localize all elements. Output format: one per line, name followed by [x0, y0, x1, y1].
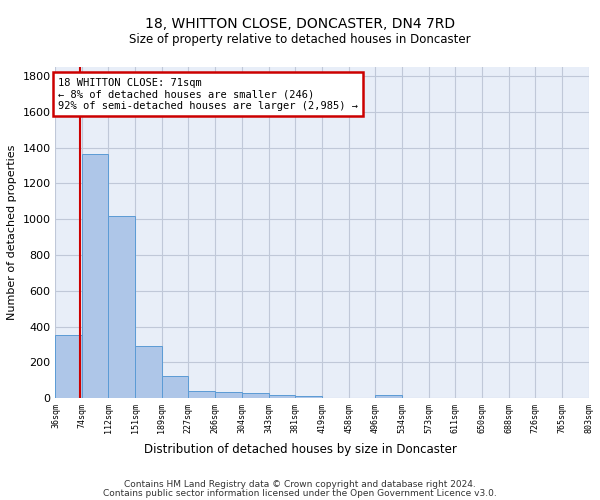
Bar [136, 346, 162, 398]
Bar [242, 393, 269, 398]
Text: Contains public sector information licensed under the Open Government Licence v3: Contains public sector information licen… [103, 489, 497, 498]
Bar [295, 396, 322, 398]
Text: Distribution of detached houses by size in Doncaster: Distribution of detached houses by size … [143, 442, 457, 456]
Bar [375, 394, 401, 398]
Text: 18 WHITTON CLOSE: 71sqm
← 8% of detached houses are smaller (246)
92% of semi-de: 18 WHITTON CLOSE: 71sqm ← 8% of detached… [58, 78, 358, 111]
Bar [82, 154, 109, 398]
Bar [162, 376, 188, 398]
Bar [269, 394, 295, 398]
Bar [109, 216, 136, 398]
Bar [188, 391, 215, 398]
Text: Contains HM Land Registry data © Crown copyright and database right 2024.: Contains HM Land Registry data © Crown c… [124, 480, 476, 489]
Text: Size of property relative to detached houses in Doncaster: Size of property relative to detached ho… [129, 32, 471, 46]
Text: 18, WHITTON CLOSE, DONCASTER, DN4 7RD: 18, WHITTON CLOSE, DONCASTER, DN4 7RD [145, 18, 455, 32]
Bar [55, 334, 82, 398]
Y-axis label: Number of detached properties: Number of detached properties [7, 145, 17, 320]
Bar [215, 392, 242, 398]
